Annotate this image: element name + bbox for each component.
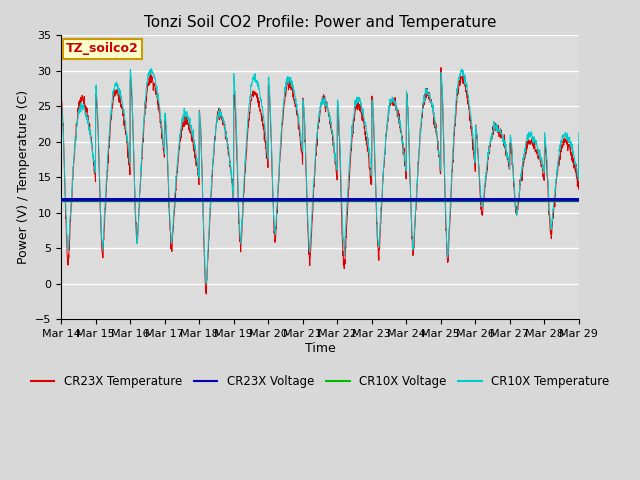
Text: TZ_soilco2: TZ_soilco2 [67, 42, 139, 55]
X-axis label: Time: Time [305, 342, 335, 355]
Y-axis label: Power (V) / Temperature (C): Power (V) / Temperature (C) [17, 90, 29, 264]
Title: Tonzi Soil CO2 Profile: Power and Temperature: Tonzi Soil CO2 Profile: Power and Temper… [144, 15, 496, 30]
Legend: CR23X Temperature, CR23X Voltage, CR10X Voltage, CR10X Temperature: CR23X Temperature, CR23X Voltage, CR10X … [26, 371, 614, 393]
